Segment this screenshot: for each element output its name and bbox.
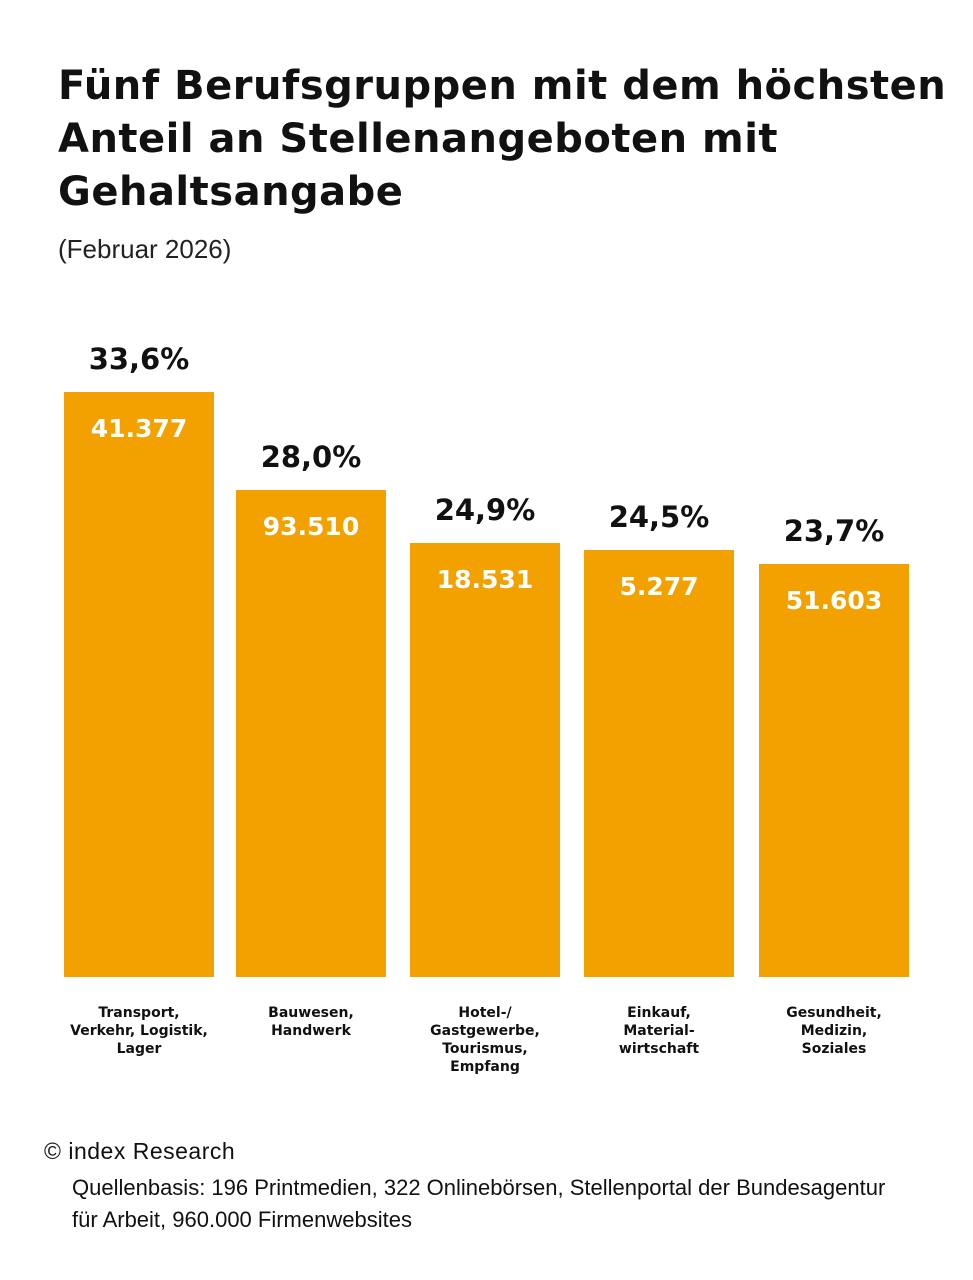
category-label: Transport, Verkehr, Logistik, Lager: [70, 1005, 208, 1057]
chart-title: Fünf Berufsgruppen mit dem höchsten Ante…: [58, 63, 947, 215]
value-label: 24,5%: [608, 500, 710, 535]
category-label: Bauwesen, Handwerk: [268, 1005, 354, 1039]
value-label: 33,6%: [88, 342, 190, 376]
category-label: Gesundheit, Medizin, Soziales: [786, 1005, 882, 1057]
value-label: 24,9%: [434, 493, 536, 528]
bar: [64, 392, 214, 977]
count-label: 5.277: [619, 572, 699, 602]
source-note: Quellenbasis: 196 Printmedien, 322 Onlin…: [72, 1175, 886, 1232]
count-label: 18.531: [436, 565, 534, 595]
chart-subtitle: (Februar 2026): [58, 234, 232, 264]
category-label: Hotel-/ Gastgewerbe, Tourismus, Empfang: [430, 1005, 540, 1075]
copyright: © index Research: [44, 1138, 236, 1164]
value-label: 23,7%: [783, 514, 885, 549]
bar: [759, 564, 909, 977]
count-label: 51.603: [785, 586, 883, 616]
bar: [584, 550, 734, 977]
value-label: 28,0%: [260, 439, 362, 474]
bar: [236, 489, 386, 977]
count-label: 93.510: [262, 511, 360, 541]
bar: [410, 543, 560, 977]
count-label: 41.377: [90, 414, 188, 443]
category-label: Einkauf, Material- wirtschaft: [618, 1005, 700, 1057]
